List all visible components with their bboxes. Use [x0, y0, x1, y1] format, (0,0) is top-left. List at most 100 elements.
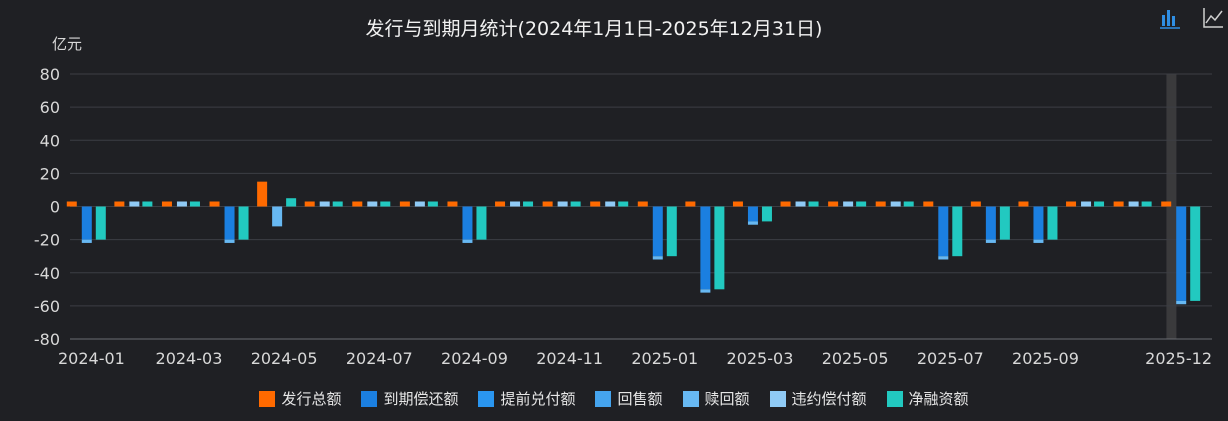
y-tick-label: -60: [34, 297, 60, 316]
bar-default-payment: [795, 201, 806, 207]
bar-net-financing: [427, 201, 438, 207]
bar-net-financing: [189, 201, 200, 207]
bar-issuance: [1113, 201, 1124, 207]
bar-issuance: [637, 201, 648, 207]
bar-default-payment: [176, 201, 187, 207]
bar-issuance: [114, 201, 125, 207]
bar-default-payment: [843, 201, 854, 207]
legend-item[interactable]: 到期偿还额: [361, 388, 458, 409]
legend-swatch: [361, 390, 378, 407]
bar-redemption: [224, 239, 235, 243]
legend-item[interactable]: 回售额: [595, 388, 663, 409]
bar-issuance: [923, 201, 934, 207]
bar-redemption: [652, 256, 663, 260]
legend-item[interactable]: 净融资额: [886, 388, 969, 409]
chart-title: 发行与到期月统计(2024年1月1日-2025年12月31日): [365, 18, 823, 40]
bar-default-payment: [510, 201, 521, 207]
bar-maturity: [747, 206, 758, 222]
x-tick-label: 2024-09: [441, 349, 508, 368]
legend-swatch: [769, 390, 786, 407]
legend-label: 赎回额: [704, 390, 750, 408]
y-tick-label: 0: [50, 198, 60, 217]
bar-net-financing: [142, 201, 153, 207]
bar-redemption: [462, 239, 473, 243]
bar-net-financing: [999, 206, 1010, 240]
legend-swatch: [595, 390, 612, 407]
bar-default-payment: [319, 201, 330, 207]
bar-net-financing: [1190, 206, 1201, 301]
bar-redemption: [938, 256, 949, 260]
x-tick-label: 2025-01: [631, 349, 698, 368]
bar-default-payment: [129, 201, 140, 207]
bar-issuance: [209, 201, 220, 207]
bar-maturity: [224, 206, 235, 240]
y-tick-label: 40: [40, 131, 60, 150]
bar-default-payment: [557, 201, 568, 207]
bar-issuance: [1161, 201, 1172, 207]
y-tick-label: 80: [40, 65, 60, 84]
bar-issuance: [590, 201, 601, 207]
bar-net-financing: [952, 206, 963, 257]
legend-label: 发行总额: [281, 390, 342, 408]
bar-net-financing: [476, 206, 487, 240]
legend-label: 净融资额: [908, 390, 969, 408]
bar-net-financing: [238, 206, 249, 240]
bar-issuance: [780, 201, 791, 207]
legend-item[interactable]: 提前兑付额: [478, 388, 575, 409]
bar-net-financing: [666, 206, 677, 257]
legend-swatch: [259, 390, 276, 407]
y-tick-label: -20: [34, 231, 60, 250]
bar-net-financing: [761, 206, 772, 222]
bar-default-payment: [414, 201, 425, 207]
bar-redemption: [272, 206, 283, 227]
legend-item[interactable]: 发行总额: [259, 388, 341, 409]
legend-label: 违约偿付额: [791, 390, 867, 408]
bar-maturity: [652, 206, 663, 257]
bar-chart-icon[interactable]: [1158, 6, 1182, 30]
bar-issuance: [828, 201, 839, 207]
x-tick-label: 2025-12: [1145, 349, 1212, 368]
legend-item[interactable]: 赎回额: [682, 388, 750, 409]
bar-net-financing: [523, 201, 534, 207]
x-tick-label: 2025-05: [822, 349, 889, 368]
x-tick-label: 2024-11: [536, 349, 603, 368]
bar-redemption: [747, 221, 758, 225]
bar-redemption: [1176, 300, 1187, 305]
y-axis-unit: 亿元: [52, 35, 83, 53]
bar-issuance: [732, 201, 743, 207]
line-chart-icon[interactable]: [1201, 6, 1225, 30]
x-tick-label: 2025-09: [1012, 349, 1079, 368]
bar-issuance: [399, 201, 410, 207]
bar-net-financing: [903, 201, 914, 207]
bar-default-payment: [605, 201, 616, 207]
y-tick-label: 60: [40, 98, 60, 117]
bar-maturity: [700, 206, 711, 290]
bar-issuance: [1066, 201, 1077, 207]
bar-redemption: [81, 239, 92, 243]
legend-item[interactable]: 违约偿付额: [769, 388, 867, 409]
bar-issuance: [685, 201, 696, 207]
bar-issuance: [495, 201, 506, 207]
bar-issuance: [352, 201, 363, 207]
bar-net-financing: [1047, 206, 1058, 240]
legend-label: 回售额: [617, 390, 663, 408]
bar-issuance: [304, 201, 315, 207]
legend-swatch: [478, 390, 495, 407]
bar-maturity: [462, 206, 473, 240]
bar-issuance: [447, 201, 458, 207]
bar-net-financing: [1094, 201, 1105, 207]
bar-default-payment: [1128, 201, 1139, 207]
legend-swatch: [682, 390, 699, 407]
x-tick-label: 2024-05: [251, 349, 318, 368]
bar-maturity: [985, 206, 996, 240]
x-tick-label: 2024-07: [346, 349, 413, 368]
bar-net-financing: [95, 206, 106, 240]
bar-issuance: [66, 201, 77, 207]
bar-net-financing: [380, 201, 391, 207]
bar-redemption: [1033, 239, 1044, 243]
y-tick-label: -40: [34, 264, 60, 283]
bar-maturity: [938, 206, 949, 257]
bar-issuance: [1018, 201, 1029, 207]
bar-issuance: [542, 201, 553, 207]
